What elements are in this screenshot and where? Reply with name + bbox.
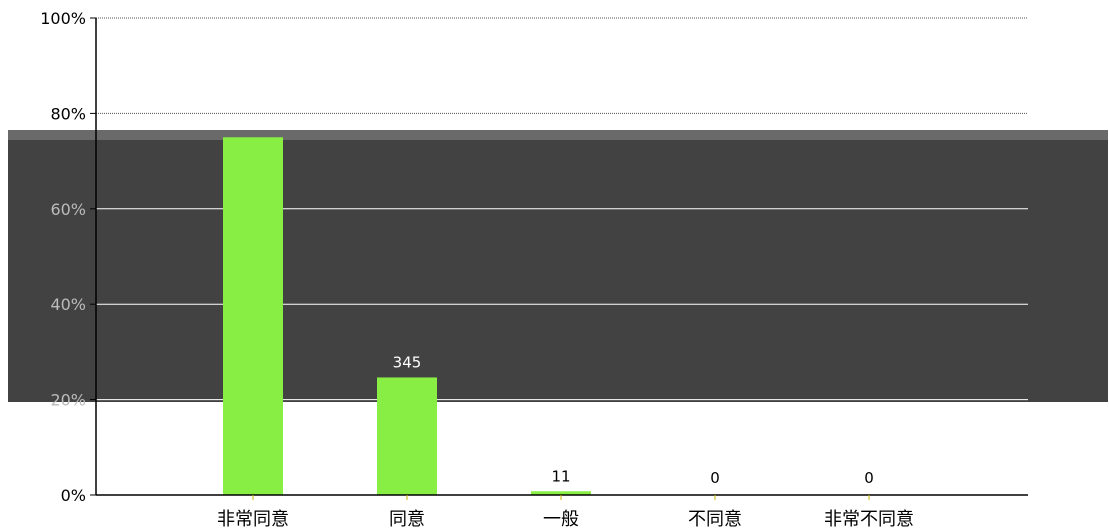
data-label: 0 [864,469,874,487]
data-label: 1050 [234,113,272,131]
data-labels: 1050 345 11 0 0 [234,113,874,487]
x-tick-labels: 非常同意 同意 一般 不同意 非常不同意 [217,509,914,530]
plot-area-top-band [8,130,1108,140]
plot-background [8,130,1108,402]
y-tick-label: 60% [50,200,86,219]
y-tick-labels: 0% 20% 40% 60% 80% 100% [40,9,86,505]
x-tick-label: 不同意 [688,509,742,530]
bars [223,137,591,495]
bar [223,137,283,495]
y-tick-label: 40% [50,295,86,314]
x-tick-label: 一般 [543,509,579,530]
axes [90,17,1028,500]
x-tick-label: 同意 [389,509,425,530]
bar [377,377,437,495]
y-tick-label: 100% [40,9,86,28]
data-label: 0 [710,469,720,487]
bar [531,491,591,495]
data-label: 11 [551,467,570,485]
y-tick-label: 20% [50,391,86,410]
y-tick-label: 0% [61,486,86,505]
data-label: 345 [393,353,422,371]
x-tick-label: 非常同意 [217,509,289,530]
x-tick-label: 非常不同意 [824,509,914,530]
y-tick-label: 80% [50,104,86,123]
plot-area-fill [8,130,1108,402]
